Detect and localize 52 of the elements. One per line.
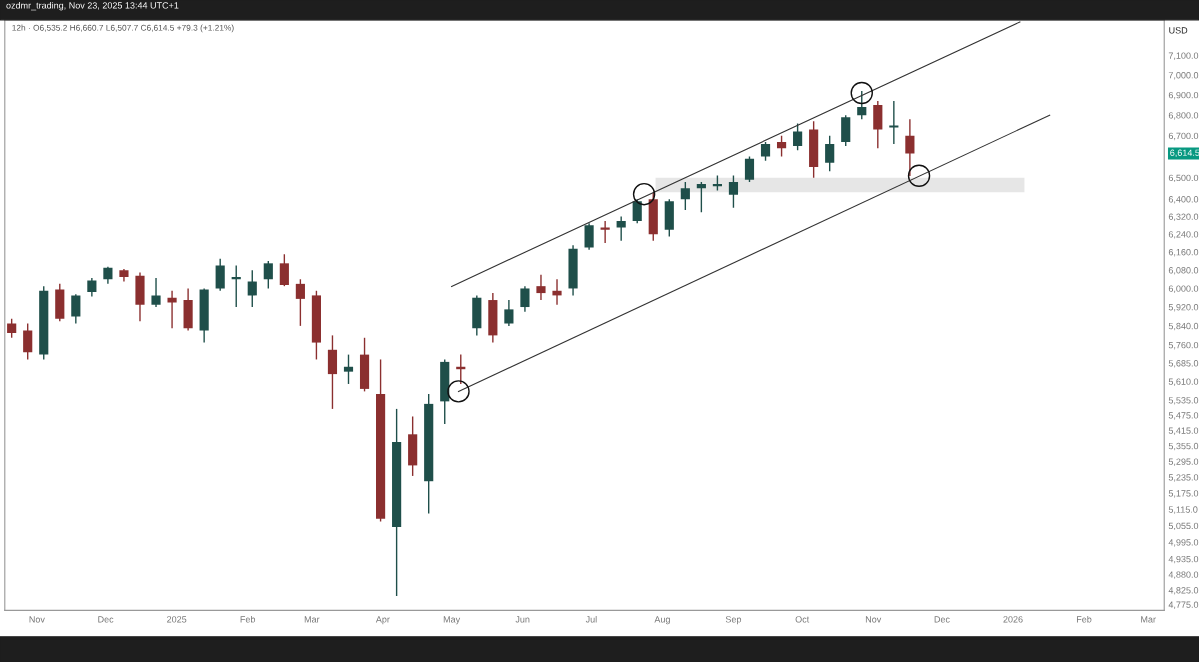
chart-title: ozdmr_trading, Nov 23, 2025 13:44 UTC+1 (6, 1, 179, 11)
x-tick-label: Jun (515, 616, 530, 623)
x-tick-label: Feb (240, 615, 256, 623)
y-tick-label: 6,320.0 (1168, 213, 1199, 221)
text: 12h · O6,535.2 H6,660.7 L6,507.7 C6,614.5 +79.3 (+1.21%) (12, 24, 234, 33)
y-tick-label: 5,355.0 (1168, 442, 1199, 451)
y-tick-label: 4,775.0 (1168, 601, 1199, 609)
y-tick-label: 7,000.0 (1168, 72, 1199, 80)
x-tick-label: Sep (725, 616, 742, 625)
y-tick-label: 5,055.0 (1168, 522, 1199, 531)
x-tick-label: Mar (304, 616, 320, 623)
y-tick-label: 5,175.0 (1168, 490, 1199, 498)
y-tick-label: 5,610.0 (1168, 378, 1199, 386)
y-tick-label: 6,160.0 (1168, 249, 1199, 257)
y-tick-label: 5,235.0 (1168, 474, 1199, 482)
x-tick-label: Mar (1141, 616, 1156, 623)
x-tick-label: May (443, 616, 461, 625)
x-tick-label: Nov (29, 616, 45, 623)
x-tick-label: Dec (934, 616, 950, 623)
x-tick-label: Nov (865, 616, 882, 623)
x-tick-label: Dec (98, 616, 114, 623)
y-tick-label: 4,995.0 (1168, 539, 1199, 547)
y-tick-label: 6,900.0 (1168, 91, 1199, 100)
y-tick-label: 6,240.0 (1168, 231, 1199, 239)
x-tick-label: Oct (795, 616, 810, 623)
y-tick-label: 5,415.0 (1168, 427, 1199, 435)
y-tick-label: 6,500.0 (1168, 174, 1199, 183)
y-tick-label: 6,800.0 (1168, 112, 1199, 120)
y-tick-label: 5,535.0 (1168, 397, 1199, 405)
y-tick-label: 5,115.0 (1168, 506, 1198, 514)
x-tick-label: Jul (585, 615, 597, 623)
text: 6,614.5 (1170, 149, 1199, 157)
y-axis-title: USD (1169, 27, 1188, 34)
y-tick-label: 4,935.0 (1168, 555, 1199, 564)
y-tick-label: 5,840.0 (1168, 322, 1199, 331)
y-tick-label: 5,760.0 (1168, 341, 1199, 350)
x-tick-label: 2026 (1003, 616, 1023, 623)
y-tick-label: 6,400.0 (1168, 196, 1199, 204)
y-tick-label: 4,880.0 (1168, 571, 1199, 579)
y-tick-label: 5,475.0 (1168, 412, 1199, 420)
y-tick-label: 4,825.0 (1168, 587, 1199, 595)
x-tick-label: Apr (375, 616, 390, 625)
y-tick-label: 7,100.0 (1168, 52, 1199, 60)
y-tick-label: 6,080.0 (1168, 267, 1199, 275)
y-tick-label: 5,685.0 (1168, 360, 1199, 368)
x-tick-label: Aug (654, 616, 670, 625)
y-tick-label: 5,295.0 (1168, 458, 1199, 466)
y-tick-label: 6,700.0 (1168, 132, 1199, 141)
y-tick-label: 5,920.0 (1168, 304, 1199, 312)
y-tick-label: 6,000.0 (1168, 285, 1199, 293)
x-tick-label: 2025 (167, 616, 187, 623)
x-tick-label: Feb (1076, 615, 1092, 623)
